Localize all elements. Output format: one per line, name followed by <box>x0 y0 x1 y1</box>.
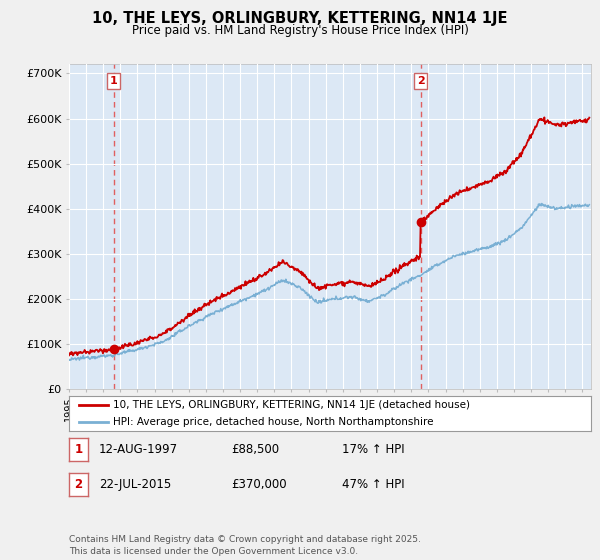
Text: 1: 1 <box>74 443 83 456</box>
Text: 12-AUG-1997: 12-AUG-1997 <box>99 443 178 456</box>
Text: 17% ↑ HPI: 17% ↑ HPI <box>342 443 404 456</box>
Text: 2: 2 <box>74 478 83 491</box>
Text: £370,000: £370,000 <box>231 478 287 491</box>
Text: Price paid vs. HM Land Registry's House Price Index (HPI): Price paid vs. HM Land Registry's House … <box>131 24 469 36</box>
Text: 22-JUL-2015: 22-JUL-2015 <box>99 478 171 491</box>
Text: Contains HM Land Registry data © Crown copyright and database right 2025.
This d: Contains HM Land Registry data © Crown c… <box>69 535 421 556</box>
Text: HPI: Average price, detached house, North Northamptonshire: HPI: Average price, detached house, Nort… <box>113 417 434 427</box>
Text: £88,500: £88,500 <box>231 443 279 456</box>
Text: 47% ↑ HPI: 47% ↑ HPI <box>342 478 404 491</box>
Text: 10, THE LEYS, ORLINGBURY, KETTERING, NN14 1JE (detached house): 10, THE LEYS, ORLINGBURY, KETTERING, NN1… <box>113 400 470 410</box>
Text: 1: 1 <box>110 76 118 86</box>
Text: 10, THE LEYS, ORLINGBURY, KETTERING, NN14 1JE: 10, THE LEYS, ORLINGBURY, KETTERING, NN1… <box>92 11 508 26</box>
Text: 2: 2 <box>417 76 425 86</box>
